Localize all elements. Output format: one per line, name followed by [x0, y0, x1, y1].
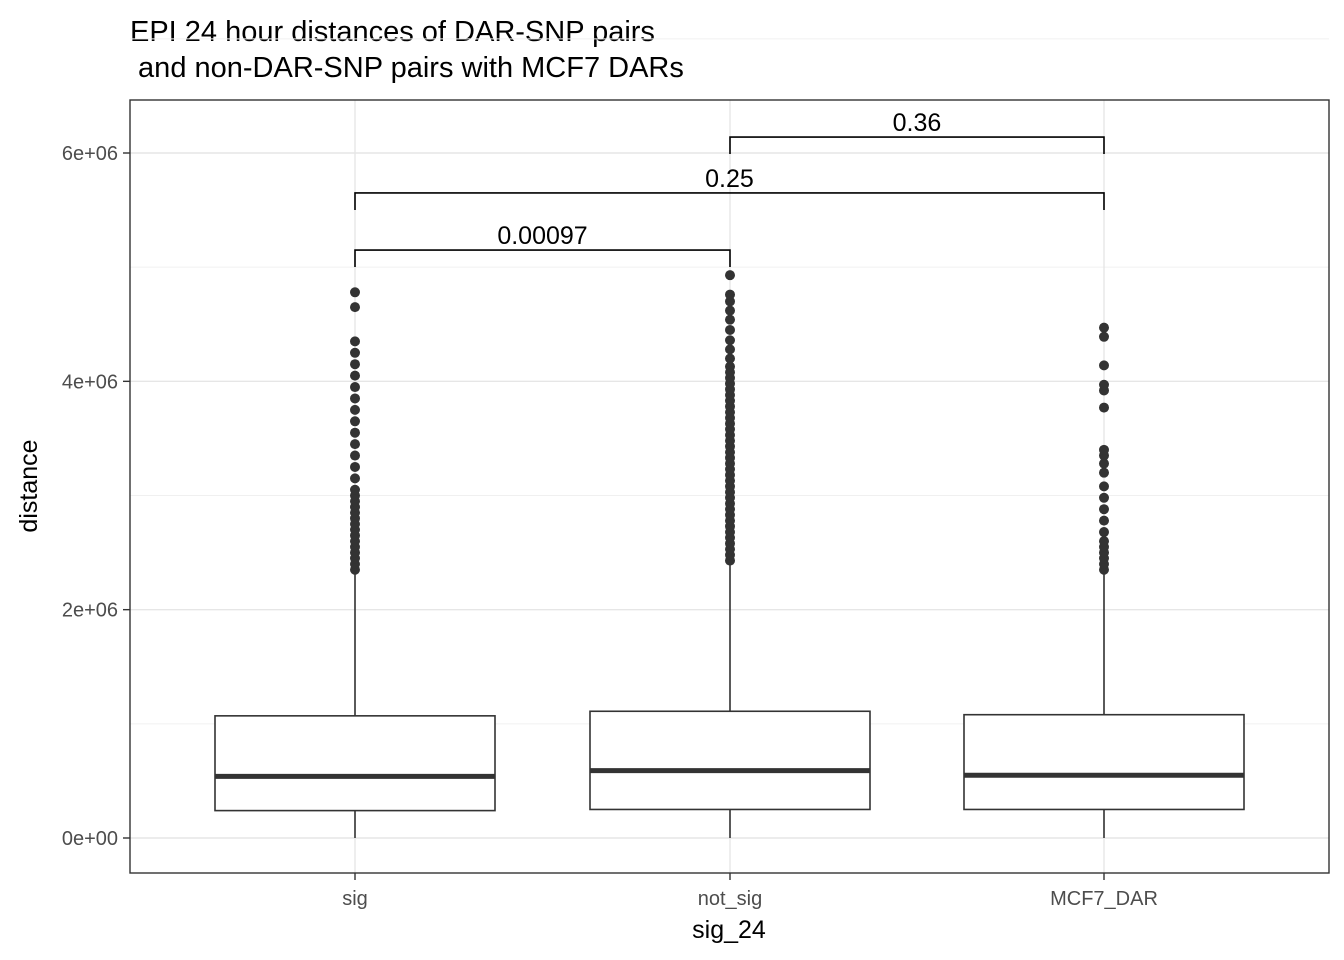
outlier-point [350, 404, 360, 415]
bracket-sig-vs-not-sig: 0.00097 [354, 222, 731, 268]
outlier-point [725, 289, 735, 300]
box-series [214, 270, 1245, 838]
chart-title-line-1: EPI 24 hour distances of DAR-SNP pairs [130, 16, 655, 48]
box-not-sig [589, 270, 871, 838]
outlier-point [725, 305, 735, 316]
outlier-point [1099, 492, 1109, 503]
interquartile-box [963, 713, 1245, 811]
box-sig [214, 287, 496, 838]
p-value-label: 0.00097 [497, 222, 587, 250]
outlier-point [350, 461, 360, 472]
p-value-label: 0.25 [705, 165, 754, 193]
outlier-point [350, 347, 360, 358]
bracket-line [354, 249, 731, 268]
outlier-point [350, 427, 360, 438]
outlier-point [1099, 527, 1109, 538]
outlier-point [1099, 379, 1109, 390]
bracket-not-sig-vs-mcf7-dar: 0.36 [729, 109, 1105, 155]
y-tick-label: 6e+06 [62, 143, 118, 165]
comparison-brackets: 0.00097 0.25 0.36 [354, 109, 1105, 268]
outlier-point [1099, 360, 1109, 371]
outlier-point [1099, 536, 1109, 547]
outlier-point [725, 335, 735, 346]
outlier-point [725, 296, 735, 307]
outlier-point [1099, 515, 1109, 526]
outlier-point [725, 344, 735, 355]
x-axis-label: sig_24 [692, 916, 766, 944]
outlier-point [350, 359, 360, 370]
x-tick-label: MCF7_DAR [1050, 888, 1158, 910]
outlier-point [350, 382, 360, 393]
outlier-point [350, 473, 360, 484]
outlier-point [350, 370, 360, 381]
outlier-point [1099, 504, 1109, 515]
outlier-point [350, 450, 360, 461]
outlier-point [350, 484, 360, 495]
outlier-point [725, 353, 735, 364]
outlier-point [350, 416, 360, 427]
bracket-line [729, 136, 1105, 155]
outlier-point [1099, 444, 1109, 455]
y-axis-label: distance [15, 439, 43, 532]
p-value-label: 0.36 [893, 109, 942, 137]
outlier-point [1099, 458, 1109, 469]
outlier-point [725, 361, 735, 372]
interquartile-box [589, 710, 871, 811]
box-mcf7-dar [963, 322, 1245, 838]
outlier-point [350, 336, 360, 347]
y-tick-label: 0e+00 [62, 828, 118, 850]
outlier-point [1099, 481, 1109, 492]
outlier-point [725, 314, 735, 325]
y-axis: 0e+00 2e+06 4e+06 6e+06 [62, 143, 130, 850]
bracket-sig-vs-mcf7-dar: 0.25 [354, 165, 1105, 210]
interquartile-box [214, 715, 496, 812]
outlier-point [1099, 322, 1109, 333]
chart-title-line-2: and non-DAR-SNP pairs with MCF7 DARs [130, 52, 684, 84]
outlier-point [350, 439, 360, 450]
outlier-point [1099, 331, 1109, 342]
outlier-point [725, 324, 735, 335]
outlier-point [725, 270, 735, 281]
x-tick-label: sig [342, 888, 368, 910]
x-tick-label: not_sig [698, 888, 763, 910]
outlier-point [350, 287, 360, 298]
y-tick-label: 4e+06 [62, 371, 118, 393]
outlier-point [350, 302, 360, 313]
x-axis: sig not_sig MCF7_DAR [342, 873, 1158, 910]
bracket-line [354, 192, 1105, 210]
outlier-point [1099, 402, 1109, 413]
outlier-point [350, 393, 360, 404]
y-tick-label: 2e+06 [62, 600, 118, 622]
outlier-point [1099, 467, 1109, 478]
